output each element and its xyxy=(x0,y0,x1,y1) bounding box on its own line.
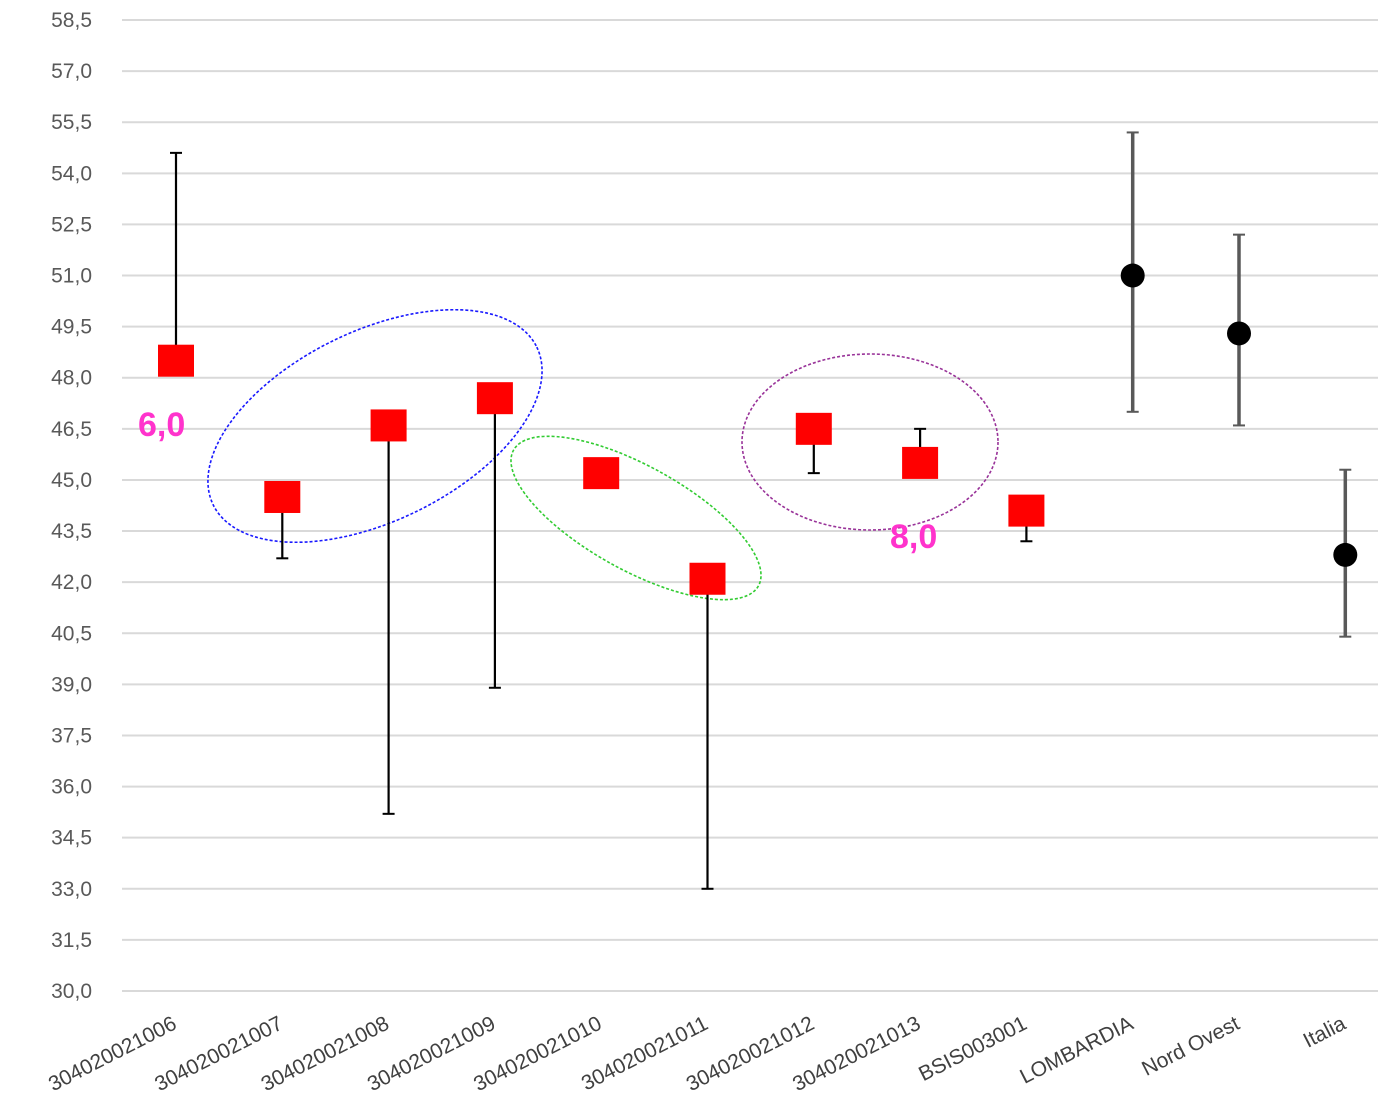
data-point-square xyxy=(689,562,726,595)
y-tick-label: 51,0 xyxy=(51,265,92,288)
data-point-square xyxy=(264,480,301,513)
y-tick-labels: 30,0 31,5 33,0 34,5 36,0 37,5 39,0 40,5 42,0 43,5… xyxy=(51,9,92,1003)
y-tick-label: 54,0 xyxy=(51,162,92,185)
data-point-circle xyxy=(1333,542,1358,567)
x-category-label: Nord Ovest xyxy=(1138,1012,1243,1081)
y-tick-label: 30,0 xyxy=(51,980,92,1003)
data-markers xyxy=(158,263,1358,595)
data-point-square xyxy=(795,412,832,445)
y-tick-label: 52,5 xyxy=(51,213,92,236)
data-point-square xyxy=(902,446,939,479)
y-tick-label: 37,5 xyxy=(51,724,92,747)
gridlines xyxy=(122,19,1378,992)
data-point-square xyxy=(158,344,194,377)
error-bars xyxy=(170,131,1352,890)
data-point-square xyxy=(583,457,620,490)
y-tick-label: 57,0 xyxy=(51,60,92,83)
y-tick-label: 42,0 xyxy=(51,571,92,594)
y-tick-label: 31,5 xyxy=(51,929,92,952)
data-point-square xyxy=(1008,494,1045,527)
x-category-labels: 3040200210063040200210073040200210083040… xyxy=(45,1012,1350,1096)
data-point-circle xyxy=(1120,263,1145,288)
y-tick-label: 58,5 xyxy=(51,9,92,32)
y-tick-label: 43,5 xyxy=(51,520,92,543)
y-tick-label: 46,5 xyxy=(51,418,92,441)
highlight-ellipse-green xyxy=(510,435,762,601)
y-tick-label: 48,0 xyxy=(51,367,92,390)
x-category-label: BSIS003001 xyxy=(915,1012,1031,1086)
y-tick-label: 49,5 xyxy=(51,316,92,339)
y-tick-label: 40,5 xyxy=(51,622,92,645)
annotation-label: 6,0 xyxy=(138,406,185,444)
annotations: 6,0 8,0 xyxy=(138,406,937,556)
y-tick-label: 55,5 xyxy=(51,111,92,134)
data-point-square xyxy=(370,409,407,442)
y-tick-label: 36,0 xyxy=(51,776,92,799)
data-point-square xyxy=(476,382,513,415)
annotation-label: 8,0 xyxy=(890,518,937,556)
y-tick-label: 34,5 xyxy=(51,827,92,850)
highlight-ellipse-purple xyxy=(741,353,999,531)
y-tick-label: 39,0 xyxy=(51,673,92,696)
highlight-ellipses xyxy=(207,308,999,601)
data-point-circle xyxy=(1227,321,1251,346)
y-tick-label: 33,0 xyxy=(51,878,92,901)
y-tick-label: 45,0 xyxy=(51,469,92,492)
x-category-label: LOMBARDIA xyxy=(1016,1012,1137,1089)
highlight-ellipse-blue xyxy=(207,308,543,544)
x-category-label: Italia xyxy=(1300,1012,1350,1053)
